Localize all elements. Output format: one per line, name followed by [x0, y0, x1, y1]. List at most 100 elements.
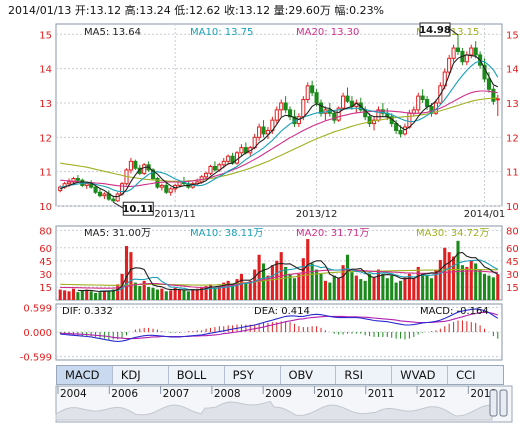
volume-bar	[372, 277, 376, 300]
volume-bar	[67, 291, 71, 300]
candle-body	[150, 169, 156, 180]
volume-ytick-left: 45	[39, 257, 52, 268]
price-xtick-label: 2013/11	[154, 209, 196, 220]
volume-bar	[138, 286, 142, 300]
tab-cci[interactable]: CCI	[456, 368, 476, 382]
volume-bar	[160, 288, 164, 300]
candle-body	[491, 88, 496, 102]
candle-body	[447, 57, 452, 73]
tab-kdj[interactable]: KDJ	[113, 366, 169, 384]
volume-bar	[133, 282, 137, 300]
candle-body	[486, 78, 491, 90]
candle-body	[239, 147, 244, 154]
tab-wvad[interactable]: WVAD	[392, 366, 449, 384]
candle-body	[314, 92, 319, 104]
volume-bar	[275, 260, 279, 300]
volume-bar	[239, 273, 243, 300]
volume-bar	[147, 286, 151, 300]
timeline-year-label: 2008	[214, 388, 241, 400]
low-marker-box	[122, 201, 154, 216]
tab-psy[interactable]: PSY	[225, 366, 281, 384]
volume-bar	[98, 292, 102, 300]
candle-body	[318, 102, 324, 114]
volume-panel: 15 15 30 30 45 45 60 60 80 80 MA5: 31.00万 MA10: 38.…	[39, 225, 519, 301]
volume-bar	[354, 275, 358, 300]
volume-bar	[288, 273, 292, 300]
volume-bar	[447, 252, 451, 300]
volume-bar	[350, 272, 354, 300]
volume-bar	[151, 287, 155, 300]
volume-legend-ma20: MA20: 31.71万	[296, 228, 369, 239]
low-marker-label: 10.11	[122, 204, 154, 215]
tab-macd[interactable]: MACD	[57, 366, 113, 384]
price-ytick-right: 10	[506, 202, 519, 213]
volume-bar	[244, 282, 248, 300]
macd-ytick-left: 0.599	[23, 303, 52, 314]
candle-body	[159, 184, 164, 188]
candle-body	[464, 54, 469, 63]
tab-obv[interactable]: OBV	[281, 366, 337, 384]
volume-bar	[124, 246, 129, 300]
volume-bar	[208, 284, 213, 300]
volume-bar	[425, 275, 429, 300]
candle-body	[128, 160, 133, 171]
volume-ma10-line	[100, 259, 499, 292]
volume-bar	[222, 282, 226, 300]
candle-body	[455, 47, 461, 52]
volume-legend-ma30: MA30: 34.72万	[416, 228, 489, 239]
candle-body	[261, 126, 266, 135]
candle-body	[265, 129, 270, 135]
volume-bar	[270, 265, 274, 300]
candle-body	[274, 109, 279, 121]
volume-bar	[257, 254, 261, 300]
timeline-handle-right	[499, 389, 508, 417]
volume-bar	[381, 273, 385, 300]
volume-bar	[116, 284, 120, 300]
tab-rsi[interactable]: RSI	[336, 366, 393, 384]
price-panel: 10 10 11 11 12 12 13 13 14 14 15 15 2013/11 2013/12 20…	[39, 22, 519, 220]
macd-frame	[55, 303, 503, 361]
volume-bar	[80, 290, 84, 300]
volume-ma5-line	[77, 251, 499, 293]
volume-bar	[253, 269, 257, 300]
price-ytick-left: 12	[39, 133, 52, 144]
volume-bar	[155, 289, 159, 300]
volume-bar	[301, 258, 305, 300]
price-ytick-right: 11	[506, 168, 519, 179]
volume-bar	[491, 277, 495, 300]
candle-body	[97, 191, 103, 197]
volume-bar	[142, 280, 146, 300]
volume-bar	[129, 252, 133, 300]
volume-bar	[71, 288, 76, 300]
candle-body	[142, 164, 147, 174]
volume-bar	[94, 293, 98, 300]
volume-bar	[429, 278, 434, 300]
candle-body	[283, 102, 288, 111]
candle-body	[226, 155, 231, 162]
candle-body	[279, 102, 284, 111]
tab-boll[interactable]: BOLL	[169, 366, 225, 384]
price-ytick-right: 13	[506, 99, 519, 110]
volume-bar	[337, 278, 341, 300]
volume-bar	[376, 269, 380, 300]
timeline-navigator[interactable]: 2004 2006 2007 2008 2009 2010 2011 2012 2013	[55, 385, 513, 423]
volume-bar	[416, 266, 420, 300]
volume-bar	[292, 278, 297, 300]
volume-bar	[469, 260, 473, 300]
candle-body	[380, 109, 385, 114]
volume-bar	[403, 277, 407, 300]
candle-body	[204, 172, 209, 178]
macd-ytick-left: -0.599	[20, 353, 52, 364]
volume-bar	[213, 287, 217, 300]
price-xtick-label: 2013/12	[296, 209, 338, 220]
price-ytick-left: 13	[39, 99, 52, 110]
candle-body	[111, 198, 116, 202]
ma10-line	[60, 60, 499, 193]
volume-bar	[465, 266, 469, 300]
volume-bar	[421, 273, 425, 300]
volume-bar	[438, 259, 442, 300]
price-frame	[55, 23, 503, 207]
volume-bar	[204, 286, 208, 300]
volume-legend-ma5: MA5: 31.00万	[84, 228, 151, 239]
volume-bar	[359, 279, 363, 300]
